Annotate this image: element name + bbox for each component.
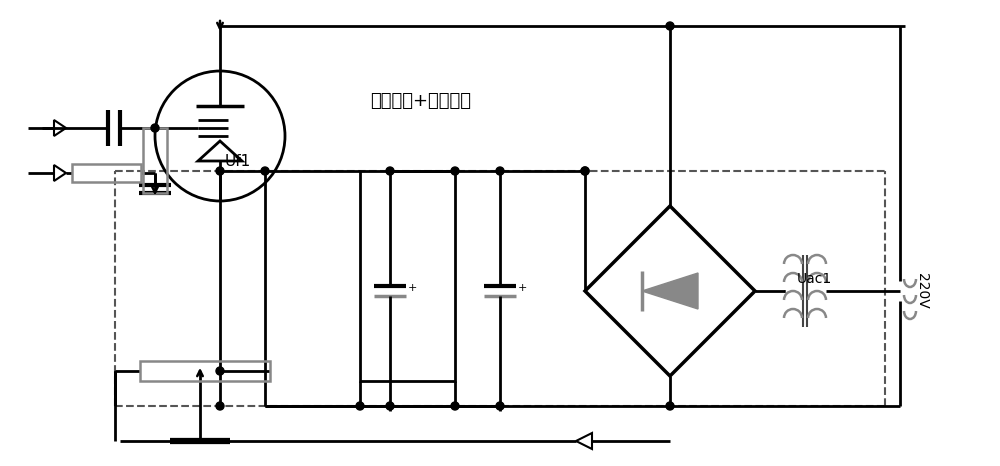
Text: Uac1: Uac1 [797, 272, 832, 286]
Polygon shape [642, 273, 698, 309]
Circle shape [496, 402, 504, 410]
Circle shape [451, 167, 459, 175]
Circle shape [666, 22, 674, 30]
Circle shape [666, 402, 674, 410]
Circle shape [451, 402, 459, 410]
Circle shape [581, 167, 589, 175]
Text: 信号电流+电源电流: 信号电流+电源电流 [370, 92, 471, 110]
Text: +: + [408, 283, 417, 293]
Circle shape [581, 167, 589, 175]
Circle shape [356, 402, 364, 410]
Circle shape [151, 124, 159, 132]
Text: +: + [518, 283, 527, 293]
Text: 220V: 220V [915, 273, 929, 309]
Text: Uf1: Uf1 [225, 154, 251, 169]
Circle shape [216, 402, 224, 410]
Circle shape [386, 402, 394, 410]
Circle shape [216, 167, 224, 175]
Circle shape [216, 367, 224, 375]
Circle shape [386, 167, 394, 175]
Circle shape [496, 167, 504, 175]
Circle shape [261, 167, 269, 175]
